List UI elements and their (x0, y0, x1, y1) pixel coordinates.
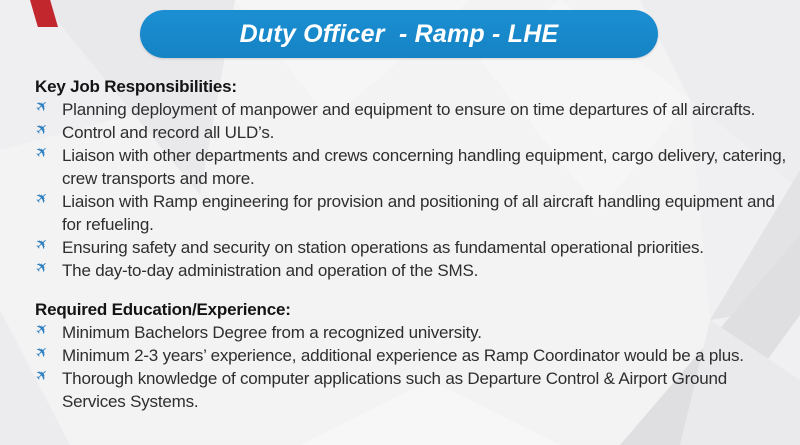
bullet-text: Liaison with other departments and crews… (62, 146, 786, 188)
education-list: ✈ Minimum Bachelors Degree from a recogn… (31, 318, 787, 413)
section-heading-responsibilities: Key Job Responsibilities: (35, 77, 237, 96)
section-heading-education: Required Education/Experience: (35, 300, 291, 319)
list-item: ✈ Control and record all ULD’s. (31, 118, 787, 144)
list-item: ✈ Thorough knowledge of computer applica… (31, 364, 787, 413)
list-item: ✈ Minimum Bachelors Degree from a recogn… (31, 318, 787, 344)
bullet-text: The day-to-day administration and operat… (62, 261, 479, 280)
bullet-text: Ensuring safety and security on station … (62, 238, 704, 257)
list-item: ✈ Minimum 2-3 years’ experience, additio… (31, 341, 787, 367)
airplane-icon: ✈ (31, 141, 53, 163)
responsibilities-list: ✈ Planning deployment of manpower and eq… (31, 95, 787, 282)
airplane-icon: ✈ (31, 341, 53, 363)
bullet-text: Liaison with Ramp engineering for provis… (62, 192, 775, 234)
list-item: ✈ The day-to-day administration and oper… (31, 256, 787, 282)
airplane-icon: ✈ (31, 233, 53, 255)
list-item: ✈ Planning deployment of manpower and eq… (31, 95, 787, 121)
bullet-text: Planning deployment of manpower and equi… (62, 100, 756, 119)
list-item: ✈ Ensuring safety and security on statio… (31, 233, 787, 259)
list-item: ✈ Liaison with Ramp engineering for prov… (31, 187, 787, 236)
bullet-text: Minimum Bachelors Degree from a recogniz… (62, 323, 482, 342)
page-title: Duty Officer - Ramp - LHE (239, 19, 559, 48)
airplane-icon: ✈ (31, 318, 53, 340)
airplane-icon: ✈ (31, 256, 53, 278)
slide-title-banner: Duty Officer - Ramp - LHE (140, 10, 658, 58)
list-item: ✈ Liaison with other departments and cre… (31, 141, 787, 190)
airplane-icon: ✈ (31, 118, 53, 140)
bullet-text: Control and record all ULD’s. (62, 123, 275, 142)
bullet-text: Minimum 2-3 years’ experience, additiona… (62, 346, 744, 365)
airplane-icon: ✈ (31, 364, 53, 386)
airplane-icon: ✈ (31, 95, 53, 117)
airplane-icon: ✈ (31, 187, 53, 209)
bullet-text: Thorough knowledge of computer applicati… (62, 369, 728, 411)
slide-content: Key Job Responsibilities: ✈ Planning dep… (31, 75, 787, 413)
